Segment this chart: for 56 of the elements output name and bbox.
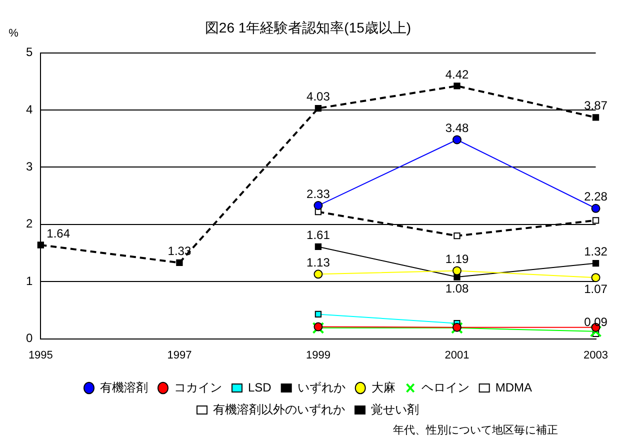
x-tick-label: 1999 xyxy=(306,349,330,362)
y-tick-label: 2 xyxy=(26,216,33,231)
legend-label: ヘロイン xyxy=(421,380,470,394)
legend-label: いずれか xyxy=(297,380,346,394)
data-label: 1.32 xyxy=(584,244,608,259)
legend-label: LSD xyxy=(248,380,272,394)
legend-label: 有機溶剤 xyxy=(100,380,148,394)
x-tick-label: 2003 xyxy=(584,349,608,362)
point xyxy=(454,232,460,240)
point xyxy=(452,135,462,144)
point xyxy=(592,260,600,267)
legend-label: MDMA xyxy=(495,380,532,394)
x-tick-label: 1997 xyxy=(167,349,192,362)
point xyxy=(591,273,600,282)
point xyxy=(314,201,323,210)
point xyxy=(452,266,462,276)
legend-label: コカイン xyxy=(174,380,222,394)
point xyxy=(454,82,460,90)
y-tick-label: 4 xyxy=(26,102,33,116)
y-tick-label: 3 xyxy=(26,160,33,174)
data-label: 4.03 xyxy=(306,90,330,104)
data-label: 1.61 xyxy=(306,228,330,242)
text: 年代、性別について地区毎に補正 xyxy=(393,424,558,437)
point xyxy=(314,322,323,332)
data-label: 1.64 xyxy=(46,226,70,240)
data-label: 3.48 xyxy=(445,121,469,136)
point xyxy=(591,204,600,213)
data-label: 4.42 xyxy=(445,67,469,82)
data-label: 2.28 xyxy=(584,190,608,204)
point xyxy=(314,310,322,318)
point xyxy=(312,322,324,334)
point xyxy=(592,217,600,224)
data-label: 0.09 xyxy=(584,314,608,329)
legend-label: 有機溶剤以外のいずれか xyxy=(213,402,345,416)
point xyxy=(592,114,600,121)
data-label: 3.87 xyxy=(584,98,608,113)
point xyxy=(314,270,323,279)
point xyxy=(37,242,44,248)
y-tick-label: 1 xyxy=(26,274,33,288)
y-tick-label: 0 xyxy=(26,331,33,346)
point xyxy=(454,274,460,280)
y-tick-label: 5 xyxy=(26,45,33,60)
chart-title: 図26 1年経験者認知率(15歳以上) xyxy=(204,19,412,36)
data-label: 2.33 xyxy=(306,186,330,201)
x-tick-label: 2001 xyxy=(444,349,470,362)
data-label: 1.13 xyxy=(306,255,330,270)
data-label: 1.19 xyxy=(445,252,469,266)
point xyxy=(314,104,322,112)
y-axis-title: % xyxy=(8,27,19,40)
data-label: 1.07 xyxy=(584,282,608,296)
legend-label: 覚せい剤 xyxy=(371,402,419,416)
point xyxy=(176,259,183,266)
legend-label: 大麻 xyxy=(371,380,396,394)
data-label: 1.08 xyxy=(445,281,469,296)
point xyxy=(314,243,322,250)
x-tick-label: 1995 xyxy=(28,349,53,362)
